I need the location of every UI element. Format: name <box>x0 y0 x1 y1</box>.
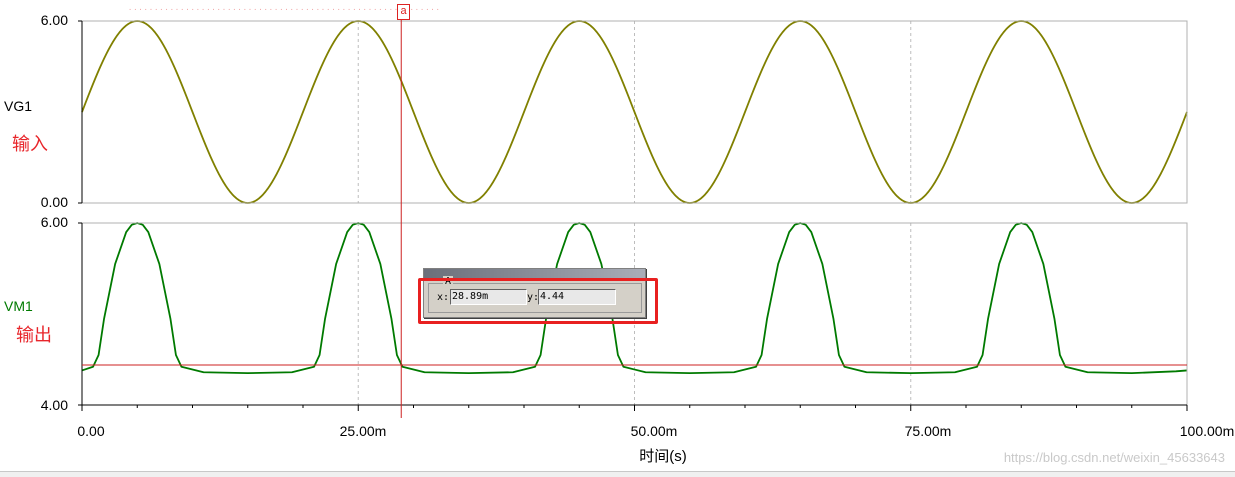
readout-x-field[interactable]: 28.89m <box>450 289 527 305</box>
readout-y-label: y: <box>527 292 540 303</box>
bottom-scrollbar[interactable] <box>0 471 1235 477</box>
x-tick-label: 75.00m <box>904 423 952 439</box>
trace-vg1 <box>81 20 1188 204</box>
trace-vm1 <box>81 222 1188 375</box>
cursor-readout-dialog[interactable]: A x: 28.89m y: 4.44 <box>423 268 646 318</box>
output-annotation: 输出 <box>16 325 52 345</box>
readout-x-label: x: <box>437 292 450 303</box>
readout-highlight-box <box>418 278 658 324</box>
vm1-trace-label: VM1 <box>4 298 33 314</box>
vg1-ytick-max: 6.00 <box>40 12 68 28</box>
x-axis-label: 时间(s) <box>639 448 687 465</box>
vm1-ytick-max: 6.00 <box>40 214 68 230</box>
x-tick-label: 50.00m <box>630 423 678 439</box>
input-annotation: 输入 <box>12 134 48 154</box>
top-decoration-strip: ········································… <box>128 6 441 14</box>
watermark: https://blog.csdn.net/weixin_45633643 <box>1003 450 1225 465</box>
readout-group: A x: 28.89m y: 4.44 <box>428 276 642 313</box>
vg1-trace-label: VG1 <box>4 98 33 114</box>
vm1-ytick-min: 4.00 <box>40 397 68 413</box>
vg1-ytick-min: 0.00 <box>40 194 68 210</box>
readout-y-field[interactable]: 4.44 <box>538 289 616 305</box>
cursor-a-tag[interactable]: a <box>397 4 410 20</box>
x-tick-label: 0.00 <box>77 423 105 439</box>
readout-group-label: A <box>443 276 454 287</box>
readout-titlebar[interactable] <box>424 269 645 278</box>
x-tick-label: 25.00m <box>339 423 387 439</box>
x-tick-label: 100.00m <box>1179 423 1235 439</box>
